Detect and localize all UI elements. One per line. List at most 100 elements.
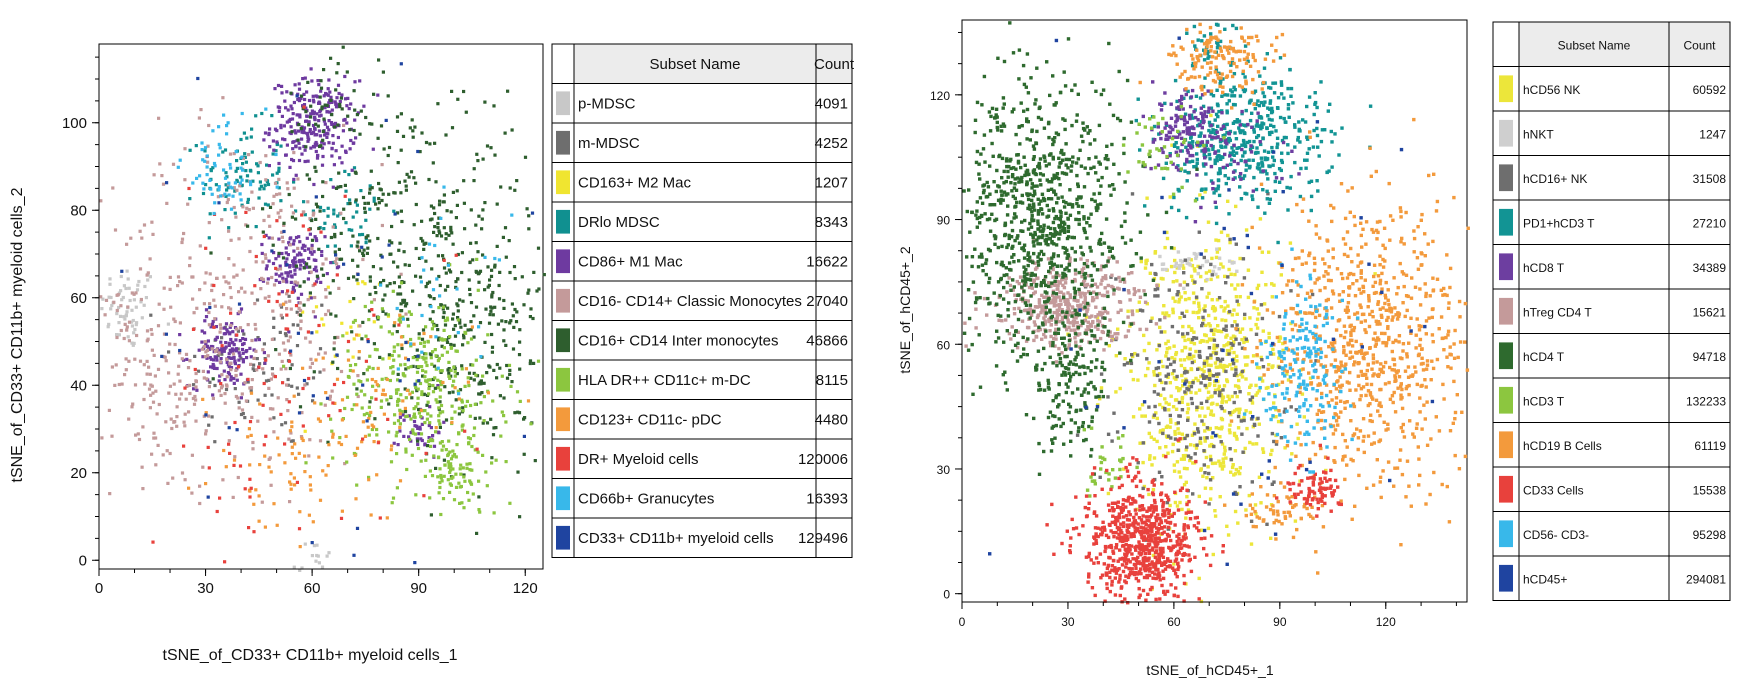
data-point xyxy=(1209,458,1213,462)
data-point xyxy=(1233,449,1238,453)
data-point xyxy=(254,349,258,353)
data-point xyxy=(1173,270,1177,275)
data-point xyxy=(424,360,428,364)
data-point xyxy=(1199,381,1203,385)
data-point xyxy=(458,467,462,471)
data-point xyxy=(1236,470,1241,474)
data-point xyxy=(1211,269,1216,274)
data-point xyxy=(360,245,364,249)
data-point xyxy=(1038,304,1042,308)
data-point xyxy=(306,200,310,204)
data-point xyxy=(1107,344,1111,348)
data-point xyxy=(1166,339,1170,343)
data-point xyxy=(206,160,210,164)
data-point xyxy=(1175,117,1180,121)
data-point xyxy=(446,452,450,456)
data-point xyxy=(399,393,403,397)
data-point xyxy=(1126,271,1131,276)
data-point xyxy=(499,434,503,438)
data-point xyxy=(397,275,401,279)
data-point xyxy=(436,475,440,479)
data-point xyxy=(235,166,239,170)
data-point xyxy=(431,390,436,394)
data-point xyxy=(162,307,166,311)
data-point xyxy=(213,349,218,353)
data-point xyxy=(336,83,341,87)
data-point xyxy=(1176,448,1180,452)
data-point xyxy=(446,306,450,310)
data-point xyxy=(1238,295,1242,299)
data-point xyxy=(1274,442,1279,446)
data-point xyxy=(1122,280,1127,284)
data-point xyxy=(1190,263,1195,268)
data-point xyxy=(138,229,142,233)
data-point xyxy=(1136,97,1140,101)
data-point xyxy=(1098,320,1102,324)
data-point xyxy=(454,216,458,220)
data-point xyxy=(1257,475,1262,479)
data-point xyxy=(280,272,284,276)
data-point xyxy=(1194,254,1199,259)
data-point xyxy=(1212,191,1216,195)
data-point xyxy=(104,298,109,302)
data-point xyxy=(484,470,488,474)
data-point xyxy=(258,180,262,184)
data-point xyxy=(1235,394,1239,399)
data-point xyxy=(402,280,406,284)
data-point xyxy=(336,185,340,189)
data-point xyxy=(500,374,504,378)
data-point xyxy=(1219,157,1223,161)
data-point xyxy=(468,287,472,291)
data-point xyxy=(276,83,281,88)
data-point xyxy=(295,113,299,117)
data-point xyxy=(301,243,305,247)
data-point xyxy=(207,310,211,315)
data-point xyxy=(264,256,268,260)
data-point xyxy=(1207,148,1211,152)
data-point xyxy=(285,280,289,284)
data-point xyxy=(188,256,192,260)
data-point xyxy=(306,298,310,302)
data-point xyxy=(1296,436,1300,441)
data-point xyxy=(243,152,247,156)
data-point xyxy=(320,146,325,150)
data-point xyxy=(237,406,241,410)
data-point xyxy=(1205,140,1210,144)
data-point xyxy=(440,479,444,483)
data-point xyxy=(1190,401,1194,406)
data-point xyxy=(442,311,446,315)
data-point xyxy=(191,181,195,185)
data-point xyxy=(485,371,489,375)
data-point xyxy=(339,257,344,261)
data-point xyxy=(1196,430,1201,434)
data-point xyxy=(469,363,473,367)
data-point xyxy=(1220,406,1224,411)
data-point xyxy=(276,396,280,400)
data-point xyxy=(371,366,375,371)
data-point xyxy=(485,144,490,148)
data-point xyxy=(355,278,359,282)
data-point xyxy=(437,203,442,207)
data-point xyxy=(1210,256,1214,261)
data-point xyxy=(349,325,353,329)
data-point xyxy=(110,365,114,369)
data-point xyxy=(200,141,204,145)
series-5 xyxy=(99,96,472,506)
data-point xyxy=(296,296,300,300)
data-point xyxy=(1277,180,1282,184)
data-point xyxy=(230,186,234,190)
data-point xyxy=(1219,329,1224,334)
data-point xyxy=(233,387,237,391)
data-point xyxy=(375,383,379,387)
data-point xyxy=(339,442,344,447)
data-point xyxy=(289,472,293,476)
data-point xyxy=(456,331,460,335)
data-point xyxy=(1170,324,1175,329)
data-point xyxy=(1202,463,1206,467)
data-point xyxy=(518,399,522,403)
data-point xyxy=(1155,287,1160,291)
data-point xyxy=(322,142,326,146)
data-point xyxy=(1169,264,1174,269)
data-point xyxy=(340,107,344,111)
data-point xyxy=(446,263,450,267)
